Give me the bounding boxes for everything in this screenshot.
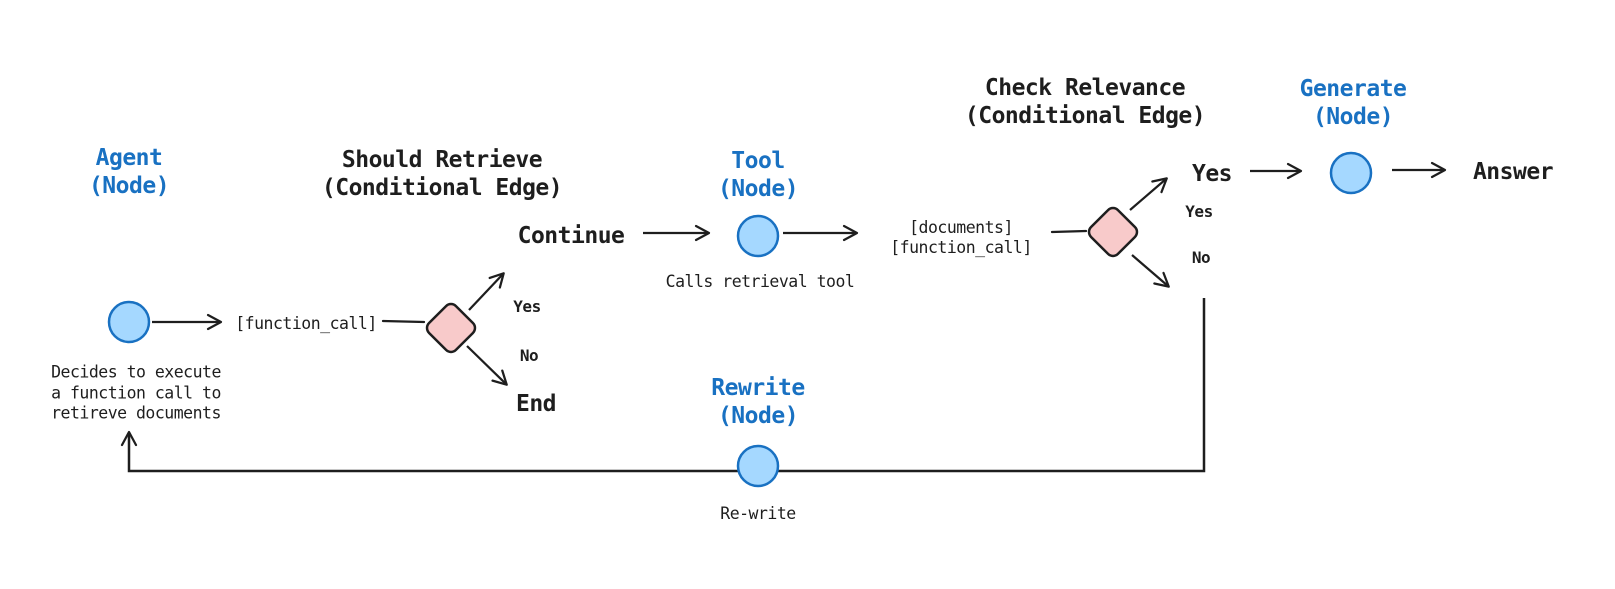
check-relevance-yes-arrow <box>1129 177 1168 211</box>
generate-node-circle <box>1329 151 1373 195</box>
function-call-state-text: [function_call] <box>235 314 377 333</box>
agent-node-caption: Decides to execute a function call to re… <box>51 362 221 423</box>
end-label: End <box>515 391 557 417</box>
should-retrieve-title: Should Retrieve (Conditional Edge) <box>321 147 563 201</box>
functioncall-to-diamond-line <box>381 319 426 324</box>
should-retrieve-yes-arrow <box>468 272 505 311</box>
tool-node-circle <box>736 214 780 258</box>
tool-node-caption: Calls retrieval tool <box>665 271 855 291</box>
should-retrieve-yes-annotation: Yes <box>513 297 541 316</box>
agent-node-title: Agent (Node) <box>88 145 170 199</box>
check-relevance-title: Check Relevance (Conditional Edge) <box>964 75 1206 129</box>
check-relevance-yes-annotation: Yes <box>1185 202 1213 221</box>
check-relevance-no-arrow <box>1131 254 1170 288</box>
should-retrieve-diamond <box>425 302 477 354</box>
continue-label: Continue <box>517 223 625 249</box>
tool-node-title: Tool (Node) <box>717 148 799 202</box>
rewrite-node-caption: Re-write <box>720 503 796 523</box>
documents-state-text: [documents] [function_call] <box>890 218 1032 257</box>
rewrite-loop-edge <box>120 298 1206 473</box>
relevant-yes-label: Yes <box>1191 161 1233 187</box>
should-retrieve-no-annotation: No <box>519 346 539 365</box>
answer-label: Answer <box>1472 159 1554 185</box>
agent-node-circle <box>107 300 151 344</box>
check-relevance-no-annotation: No <box>1191 248 1211 267</box>
rewrite-node-title: Rewrite (Node) <box>711 375 805 429</box>
generate-node-title: Generate (Node) <box>1299 76 1407 130</box>
rewrite-node-circle <box>736 444 780 488</box>
documents-to-diamond-line <box>1050 229 1088 234</box>
check-relevance-diamond <box>1087 206 1139 258</box>
should-retrieve-no-arrow <box>466 345 508 386</box>
